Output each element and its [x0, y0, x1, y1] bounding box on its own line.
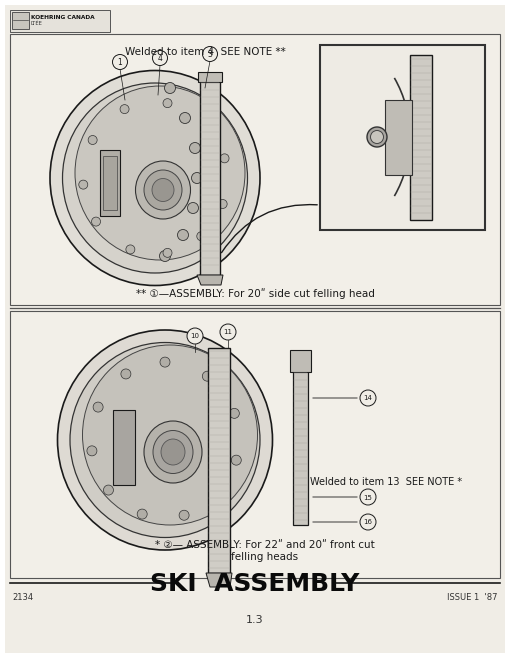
Text: 2134: 2134 [12, 593, 33, 602]
Circle shape [126, 245, 134, 254]
Text: LTÉE: LTÉE [31, 21, 43, 26]
Circle shape [189, 142, 200, 154]
Text: 1.3: 1.3 [246, 615, 263, 625]
Circle shape [121, 369, 131, 379]
Circle shape [112, 55, 127, 69]
Bar [10, 10, 110, 32]
Circle shape [177, 229, 188, 241]
Ellipse shape [58, 330, 272, 550]
Circle shape [219, 324, 236, 340]
Circle shape [191, 173, 202, 183]
Bar [208, 348, 230, 573]
Polygon shape [206, 573, 232, 587]
Circle shape [366, 127, 386, 147]
Circle shape [179, 113, 190, 123]
Polygon shape [100, 150, 120, 216]
Bar [197, 72, 221, 82]
Text: SKI  ASSEMBLY: SKI ASSEMBLY [150, 572, 359, 596]
Ellipse shape [144, 170, 182, 210]
Bar [200, 80, 219, 275]
Bar [12, 12, 29, 29]
Text: 15: 15 [363, 494, 372, 500]
Bar [293, 370, 307, 525]
Circle shape [219, 154, 229, 163]
Ellipse shape [70, 343, 260, 538]
Circle shape [91, 217, 100, 226]
Text: felling heads: felling heads [231, 552, 298, 562]
Circle shape [202, 371, 212, 381]
Text: 1: 1 [118, 58, 122, 67]
Bar [290, 350, 310, 372]
Ellipse shape [82, 345, 257, 525]
Circle shape [163, 248, 172, 258]
Circle shape [160, 357, 169, 367]
Circle shape [164, 82, 175, 94]
Circle shape [359, 390, 375, 406]
Ellipse shape [135, 161, 190, 219]
Bar [10, 34, 499, 305]
Circle shape [201, 120, 210, 129]
Ellipse shape [75, 86, 244, 260]
Circle shape [159, 250, 170, 262]
Circle shape [179, 510, 189, 520]
Circle shape [87, 446, 97, 456]
Circle shape [93, 402, 103, 412]
Text: Welded to item 13  SEE NOTE *: Welded to item 13 SEE NOTE * [309, 477, 461, 487]
Circle shape [78, 180, 88, 189]
Ellipse shape [50, 71, 260, 285]
Circle shape [187, 202, 198, 214]
Circle shape [229, 409, 239, 418]
Text: KOEHRING CANADA: KOEHRING CANADA [31, 15, 95, 20]
Ellipse shape [153, 430, 192, 474]
Polygon shape [103, 156, 117, 210]
Bar [319, 45, 484, 230]
Bar [409, 55, 431, 220]
Ellipse shape [161, 439, 185, 465]
Text: 14: 14 [363, 395, 372, 401]
Text: 11: 11 [223, 330, 232, 335]
Circle shape [137, 509, 147, 519]
Circle shape [359, 514, 375, 530]
Ellipse shape [144, 421, 202, 483]
Text: ISSUE 1  '87: ISSUE 1 '87 [446, 593, 497, 602]
Circle shape [370, 130, 383, 144]
Text: 16: 16 [363, 519, 372, 525]
Text: 4: 4 [157, 54, 162, 63]
Text: * ②— ASSEMBLY: For 22ʺ and 20ʺ front cut: * ②— ASSEMBLY: For 22ʺ and 20ʺ front cut [155, 540, 374, 550]
Circle shape [152, 51, 167, 65]
Circle shape [202, 47, 217, 61]
Bar [200, 168, 217, 198]
Circle shape [120, 105, 129, 113]
Circle shape [88, 136, 97, 144]
Circle shape [231, 455, 241, 465]
Text: 3: 3 [207, 50, 212, 59]
Circle shape [212, 490, 222, 500]
Polygon shape [113, 410, 135, 485]
Circle shape [187, 328, 203, 344]
Text: 10: 10 [190, 333, 199, 339]
Ellipse shape [152, 179, 174, 202]
Circle shape [359, 489, 375, 505]
Circle shape [218, 200, 227, 208]
Circle shape [196, 232, 205, 241]
Circle shape [163, 99, 172, 107]
Bar [10, 311, 499, 578]
Polygon shape [196, 275, 222, 285]
Text: ** ①—ASSEMBLY: For 20ʺ side cut felling head: ** ①—ASSEMBLY: For 20ʺ side cut felling … [135, 289, 374, 299]
Ellipse shape [63, 83, 247, 273]
Text: Welded to item 4  SEE NOTE **: Welded to item 4 SEE NOTE ** [124, 47, 285, 57]
Bar [384, 100, 411, 175]
Circle shape [103, 485, 113, 495]
